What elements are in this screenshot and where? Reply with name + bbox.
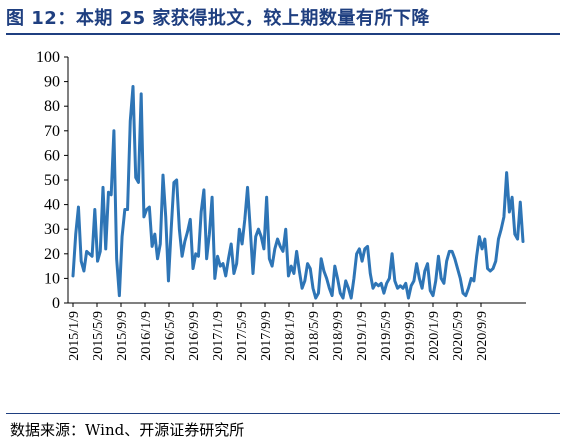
y-tick-label: 100 xyxy=(36,49,60,66)
chart-title: 图 12：本期 25 家获得批文，较上期数量有所下降 xyxy=(6,8,430,29)
x-tick-label: 2017/5/9 xyxy=(235,311,250,361)
x-tick-label: 2016/9/9 xyxy=(187,311,202,361)
x-tick-label: 2019/1/9 xyxy=(355,311,370,361)
y-tick-label: 80 xyxy=(44,98,60,115)
x-tick-label: 2019/5/9 xyxy=(379,311,394,361)
x-tick-label: 2018/5/9 xyxy=(307,311,322,361)
x-tick-label: 2015/9/9 xyxy=(115,311,130,361)
x-axis: 2015/1/9 2015/5/9 2015/9/9 2016/1/9 2016/5/9… xyxy=(67,302,526,361)
y-tick-label: 20 xyxy=(44,246,60,263)
y-tick-label: 90 xyxy=(44,74,60,91)
x-tick-label: 2015/5/9 xyxy=(91,311,106,361)
y-tick-label: 40 xyxy=(44,197,60,214)
source-rule xyxy=(6,413,560,414)
title-rule xyxy=(6,33,560,35)
x-tick-label: 2020/9/9 xyxy=(475,311,490,361)
x-tick-label: 2017/1/9 xyxy=(211,311,226,361)
x-tick-label: 2017/9/9 xyxy=(259,311,274,361)
y-axis: 0 10 20 30 40 50 60 70 80 90 100 xyxy=(36,49,69,312)
y-tick-label: 0 xyxy=(52,295,60,312)
x-tick-label: 2020/1/9 xyxy=(427,311,442,361)
x-tick-label: 2018/1/9 xyxy=(283,311,298,361)
series xyxy=(71,85,525,300)
y-tick-label: 60 xyxy=(44,147,60,164)
x-tick-label: 2020/5/9 xyxy=(451,311,466,361)
y-tick-label: 30 xyxy=(44,221,60,238)
source-note: 数据来源：Wind、开源证券研究所 xyxy=(10,421,245,439)
x-tick-label: 2018/9/9 xyxy=(331,311,346,361)
series-line xyxy=(71,85,525,300)
x-tick-label: 2016/1/9 xyxy=(139,311,154,361)
x-tick-label: 2015/1/9 xyxy=(67,311,82,361)
y-tick-label: 70 xyxy=(44,123,60,140)
x-tick-label: 2016/5/9 xyxy=(163,311,178,361)
y-tick-label: 50 xyxy=(44,172,60,189)
x-tick-label: 2019/9/9 xyxy=(403,311,418,361)
y-tick-label: 10 xyxy=(44,270,60,287)
